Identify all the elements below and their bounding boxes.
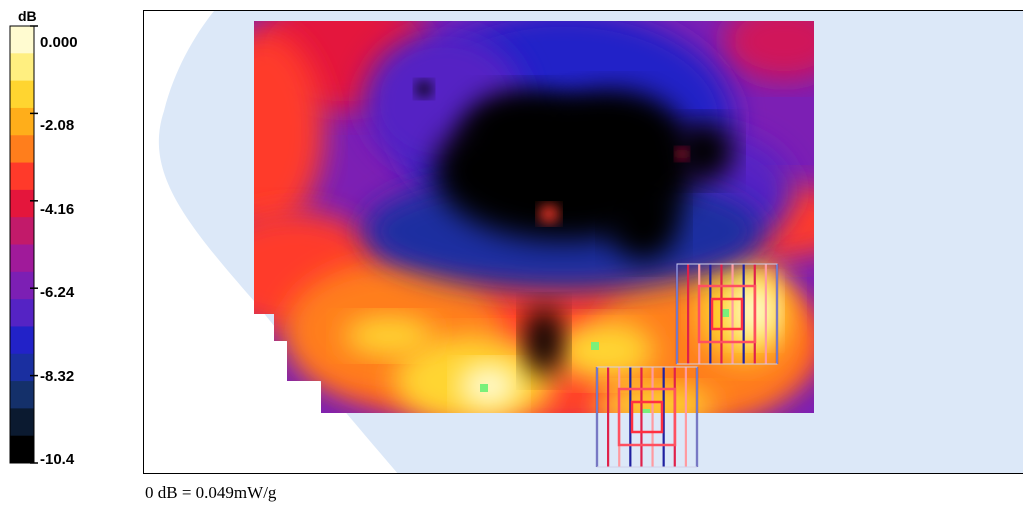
heatmap-blob: [724, 21, 814, 81]
heatmap-blob: [459, 364, 519, 408]
probe-point-marker: [642, 409, 650, 413]
colorbar-band: [10, 381, 34, 409]
colorbar-band: [10, 435, 34, 464]
zoom-grid-frame: [676, 263, 778, 365]
colorbar-band: [10, 107, 34, 136]
colorbar-band: [10, 217, 34, 245]
colorbar-legend: dB 0.000 -2.08 -4.16 -6.24 -8.32 -10.4: [0, 0, 130, 480]
colorbar-band: [10, 53, 34, 82]
zoom-grid-inner: [710, 297, 744, 331]
colorbar-tick-1: -2.08: [40, 117, 75, 134]
colorbar-tick-3: -6.24: [40, 284, 75, 301]
colorbar-tick-0: 0.000: [40, 34, 78, 51]
heatmap-blob: [609, 181, 679, 261]
colorbar-band: [10, 189, 34, 218]
colorbar-band: [10, 299, 34, 327]
colorbar-band: [10, 162, 34, 191]
colorbar-tick-2: -4.16: [40, 201, 75, 218]
probe-point-marker: [591, 342, 599, 350]
heatmap-blob: [544, 91, 684, 191]
heatmap-spot: [676, 148, 688, 160]
colorbar-band: [10, 353, 34, 382]
heatmap-blob: [594, 386, 714, 413]
colorbar-band: [10, 80, 34, 109]
colorbar-band: [10, 326, 34, 355]
zoom-grid-inner: [617, 387, 677, 447]
sar-heatmap: [158, 11, 1023, 473]
reference-footnote: 0 dB = 0.049mW/g: [145, 483, 277, 502]
scan-area: [254, 21, 814, 413]
colorbar-band: [10, 135, 34, 164]
probe-point-marker: [721, 309, 729, 317]
zoom-grid-inner: [697, 284, 757, 344]
probe-point-marker: [480, 384, 488, 392]
colorbar-band: [10, 271, 34, 300]
colorbar-tick-4: -8.32: [40, 368, 75, 385]
heatmap-blob: [254, 31, 324, 231]
heatmap-blob: [674, 121, 734, 181]
colorbar-tick-5: -10.4: [40, 451, 75, 468]
colorbar-band: [10, 244, 34, 273]
heatmap-blob: [554, 321, 654, 381]
zoom-scan-grids: [595, 263, 779, 468]
colorbar-band: [10, 26, 34, 54]
colorbar: [9, 25, 38, 464]
heatmap-blob: [524, 306, 564, 376]
heatmap-spot: [539, 205, 559, 223]
heatmap-spot: [416, 81, 432, 97]
zoom-grid-frame: [596, 366, 698, 468]
colorbar-unit-label: dB: [18, 8, 37, 24]
heatmap-blob: [344, 316, 434, 356]
colorbar-border: [9, 25, 35, 464]
plot-area: [143, 10, 1023, 474]
zoom-grid-inner: [630, 400, 664, 434]
colorbar-band: [10, 408, 34, 437]
